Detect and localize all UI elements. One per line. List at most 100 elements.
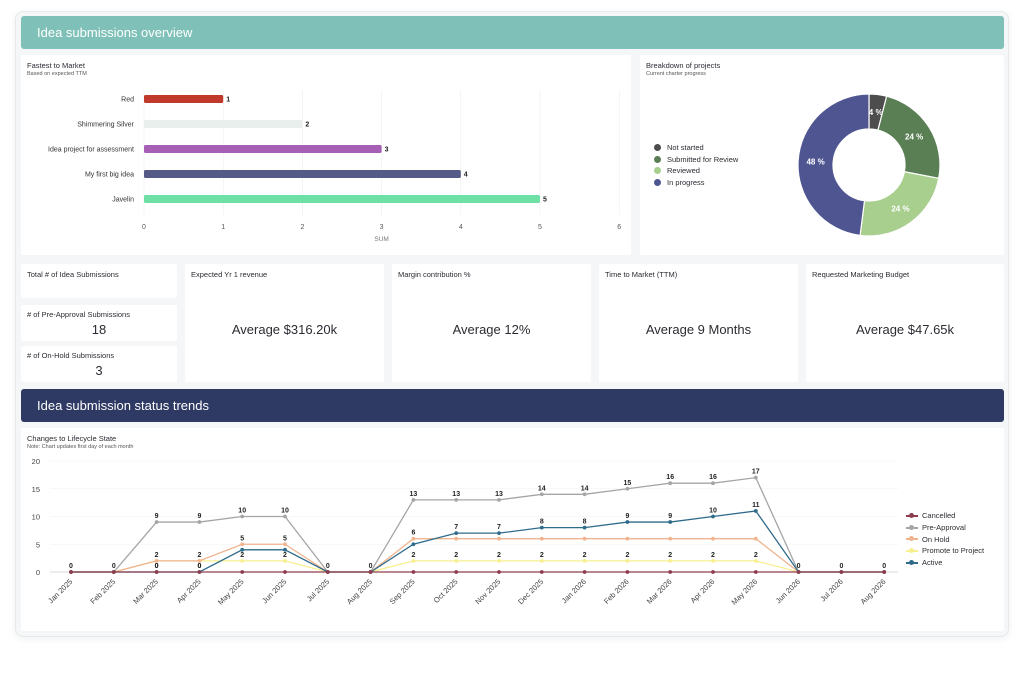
bar-chart-subtitle: Based on expected TTM — [27, 71, 87, 77]
donut-value-label: 4 % — [869, 108, 883, 117]
donut-slice — [797, 93, 870, 237]
line-point-label: 0 — [197, 563, 201, 570]
line-x-tick: Nov 2025 — [473, 577, 502, 606]
line-point — [454, 536, 459, 541]
line-point-label: 2 — [754, 552, 758, 559]
line-series-path — [71, 538, 885, 573]
line-point — [753, 509, 758, 513]
line-point — [154, 559, 159, 563]
legend-dot-icon — [654, 155, 661, 163]
line-x-tick: Jun 2026 — [774, 577, 802, 605]
ttm-label: Time to Market (TTM) — [605, 270, 678, 279]
line-point — [668, 481, 673, 486]
bar — [144, 195, 540, 203]
line-point — [625, 520, 630, 524]
line-series-path — [71, 476, 885, 573]
line-point-label: 2 — [625, 552, 629, 559]
line-point-label: 0 — [326, 563, 330, 570]
line-y-tick: 0 — [36, 568, 40, 577]
bar-x-tick: 1 — [221, 224, 225, 231]
line-point — [839, 570, 844, 574]
line-point — [283, 570, 287, 574]
donut-legend-item: Reviewed — [654, 165, 738, 177]
donut-value-label: 24 % — [905, 132, 923, 141]
line-point — [240, 570, 245, 574]
total-submissions-card: Total # of Idea Submissions — [21, 264, 177, 298]
line-point-label: 2 — [197, 552, 201, 559]
line-point — [69, 570, 73, 574]
line-x-tick: Jan 2025 — [46, 577, 74, 605]
donut-chart-title: Breakdown of projects — [646, 61, 721, 70]
line-series-path — [71, 560, 885, 573]
line-point — [497, 559, 501, 563]
donut-legend-item: Not started — [654, 142, 738, 154]
donut-chart: 4 % 24 % 24 % 48 % — [797, 93, 941, 237]
line-x-tick: Mar 2026 — [645, 577, 674, 606]
bar-category-label: Red — [121, 97, 134, 104]
trends-banner: Idea submission status trends — [21, 389, 1004, 422]
line-point — [539, 536, 544, 541]
line-point — [154, 570, 159, 574]
budget-label: Requested Marketing Budget — [812, 270, 910, 279]
line-point — [154, 520, 159, 524]
line-y-tick: 15 — [32, 485, 40, 494]
line-point-label: 13 — [452, 491, 460, 498]
line-point — [711, 514, 715, 519]
bar-x-tick: 3 — [380, 224, 384, 231]
line-point-label: 8 — [540, 519, 544, 526]
margin-value: Average 12% — [452, 322, 531, 337]
line-point-label: 2 — [411, 552, 415, 559]
line-x-tick: Jan 2026 — [560, 577, 588, 605]
line-point-label: 0 — [155, 563, 159, 570]
line-x-tick: Mar 2025 — [131, 577, 160, 606]
donut-slice — [877, 95, 941, 180]
bar — [144, 95, 224, 103]
preapproval-value: 18 — [91, 322, 107, 337]
legend-label: Not started — [667, 143, 704, 153]
line-point — [411, 497, 416, 502]
bar-category-label: My first big idea — [85, 172, 134, 179]
legend-dot-icon — [654, 167, 661, 175]
line-x-tick: Apr 2026 — [689, 577, 717, 605]
line-point-label: 15 — [624, 480, 632, 487]
donut-legend: Not started Submitted for Review Reviewed I… — [654, 142, 738, 188]
trend-legend-item: Active — [906, 557, 984, 569]
line-x-tick: Dec 2025 — [516, 577, 545, 606]
line-point — [197, 520, 202, 524]
line-point — [625, 570, 630, 574]
line-point — [539, 492, 544, 497]
line-point — [325, 570, 330, 574]
lifecycle-card: Changes to Lifecycle State Note: Chart u… — [21, 428, 1004, 631]
line-point — [711, 559, 715, 563]
line-x-tick: Sep 2025 — [388, 577, 417, 606]
line-point-label: 5 — [240, 535, 244, 542]
line-point — [240, 547, 245, 552]
line-point-label: 0 — [112, 563, 116, 570]
donut-value-label: 48 % — [806, 158, 824, 167]
bar — [144, 170, 461, 178]
margin-card: Margin contribution % Average 12% — [392, 264, 591, 382]
line-point-label: 10 — [709, 508, 717, 515]
donut-legend-item: Submitted for Review — [654, 154, 738, 166]
line-point-label: 16 — [666, 474, 674, 481]
onhold-value: 3 — [95, 363, 103, 378]
bar — [144, 145, 382, 153]
line-point — [582, 536, 587, 541]
line-point — [283, 547, 287, 552]
line-point — [582, 559, 587, 563]
trends-title: Idea submission status trends — [37, 398, 209, 413]
trend-legend-item: Promote to Project — [906, 545, 984, 557]
line-point — [625, 486, 630, 491]
line-point — [283, 559, 287, 563]
line-point-label: 2 — [540, 552, 544, 559]
line-point — [411, 536, 416, 541]
line-point — [454, 559, 459, 563]
line-point — [497, 536, 501, 541]
line-point-label: 10 — [281, 508, 289, 515]
legend-label: Submitted for Review — [667, 154, 739, 164]
line-point-label: 7 — [497, 524, 501, 531]
bar-category-label: Shimmering Silver — [77, 122, 134, 129]
legend-label: Reviewed — [667, 166, 700, 176]
line-chart-title: Changes to Lifecycle State — [27, 434, 117, 443]
line-x-tick: May 2026 — [730, 577, 760, 607]
